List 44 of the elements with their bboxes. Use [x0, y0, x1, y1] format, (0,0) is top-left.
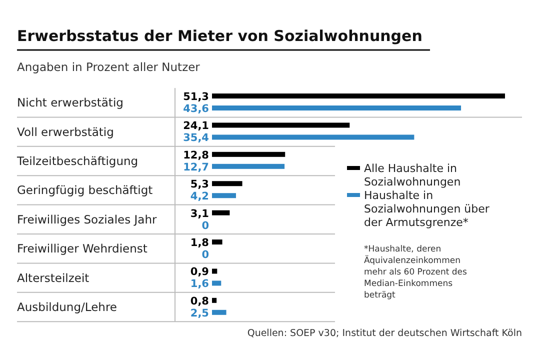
bar [212, 298, 217, 303]
y-tick-label: Freiwilliger Wehrdienst [17, 242, 148, 256]
data-label: 35,4 [183, 132, 209, 144]
y-tick-label: Altersteilzeit [17, 270, 90, 285]
bar [212, 106, 462, 110]
data-label: 2,5 [190, 307, 209, 320]
data-label: 0 [202, 249, 209, 261]
chart-title: Erwerbsstatus der Mieter von Sozialwohnungen [17, 27, 422, 45]
data-label: 51,3 [183, 91, 209, 103]
bar [212, 280, 222, 286]
data-label: 43,6 [183, 103, 209, 115]
bar [212, 134, 414, 140]
bar [212, 152, 286, 157]
y-tick-label: Voll erwerbstätig [17, 124, 114, 139]
legend-label: Haushalte in Sozialwohnungen über der Armutsgrenze* [364, 189, 490, 229]
text: Angaben in Prozent aller Nutzer [17, 60, 200, 74]
legend-label: Alle Haushalte in Sozialwohnungen [364, 162, 461, 188]
data-label: 0,8 [190, 295, 209, 308]
bar [212, 164, 285, 169]
bar [212, 210, 230, 216]
data-label: 1,6 [190, 278, 209, 290]
y-tick-label: Geringfügig beschäftigt [17, 183, 154, 198]
bar [212, 122, 350, 128]
annotation: *Haushalte, deren Äquivalenzeinkommen mehr als 60 Prozent des Median-Einkommens beträgt [364, 244, 468, 300]
y-tick-label: Teilzeitbeschäftigung [16, 154, 138, 168]
data-label: 4,2 [190, 190, 209, 203]
bar [212, 310, 226, 315]
y-tick-label: Nicht erwerbstätig [17, 96, 124, 110]
data-label: 0,9 [190, 266, 209, 278]
data-label: 12,7 [183, 161, 209, 174]
y-tick-label: Freiwilliges Soziales Jahr [17, 212, 157, 226]
bar [212, 94, 505, 98]
bar [212, 193, 236, 198]
bar [212, 240, 222, 244]
data-label: 3,1 [190, 208, 209, 220]
y-tick-label: Ausbildung/Lehre [17, 300, 118, 314]
bar [212, 268, 218, 274]
data-label: 12,8 [183, 149, 209, 162]
data-label: 5,3 [190, 178, 209, 191]
data-label: 0 [202, 220, 209, 232]
bar [212, 181, 242, 186]
data-label: 1,8 [190, 237, 209, 249]
data-label: 24,1 [183, 120, 209, 132]
source-note: Quellen: SOEP v30; Institut der deutschen Wirtschaft Köln [247, 328, 522, 339]
